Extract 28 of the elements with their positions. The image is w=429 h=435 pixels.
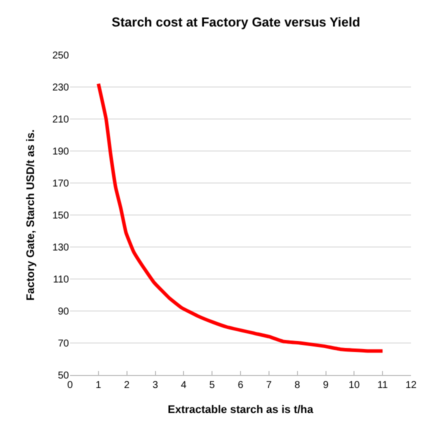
- x-tick-label: 5: [209, 380, 216, 391]
- x-tick-label: 3: [152, 380, 158, 391]
- x-tick-label: 11: [377, 380, 388, 391]
- x-tick-label: 4: [180, 380, 187, 391]
- y-tick-label: 170: [52, 178, 70, 190]
- y-tick-label: 150: [52, 210, 70, 222]
- x-tick-label: 10: [348, 380, 360, 391]
- y-tick-label: 250: [52, 50, 70, 62]
- y-tick-label: 90: [58, 306, 70, 318]
- x-tick-label: 1: [96, 380, 102, 391]
- y-tick-label: 210: [52, 114, 70, 126]
- y-axis-title: Factory Gate, Starch USD/t as is.: [24, 129, 37, 301]
- chart-title: Starch cost at Factory Gate versus Yield: [112, 14, 360, 30]
- x-tick-label: 8: [294, 380, 301, 391]
- y-tick-label: 230: [52, 82, 70, 94]
- x-tick-label: 6: [238, 380, 244, 391]
- y-tick-label: 110: [53, 274, 70, 286]
- x-tick-label: 7: [266, 380, 272, 391]
- y-tick-label: 130: [52, 242, 70, 254]
- y-tick-label: 50: [58, 370, 70, 382]
- x-tick-label: 12: [405, 380, 417, 391]
- x-tick-label: 9: [322, 380, 329, 391]
- x-tick-label: 2: [124, 380, 130, 391]
- y-tick-label: 70: [58, 338, 70, 350]
- x-axis-title: Extractable starch as is t/ha: [168, 404, 314, 416]
- y-tick-label: 190: [52, 146, 70, 158]
- line-series: [96, 82, 384, 353]
- x-tick-label: 0: [67, 380, 74, 391]
